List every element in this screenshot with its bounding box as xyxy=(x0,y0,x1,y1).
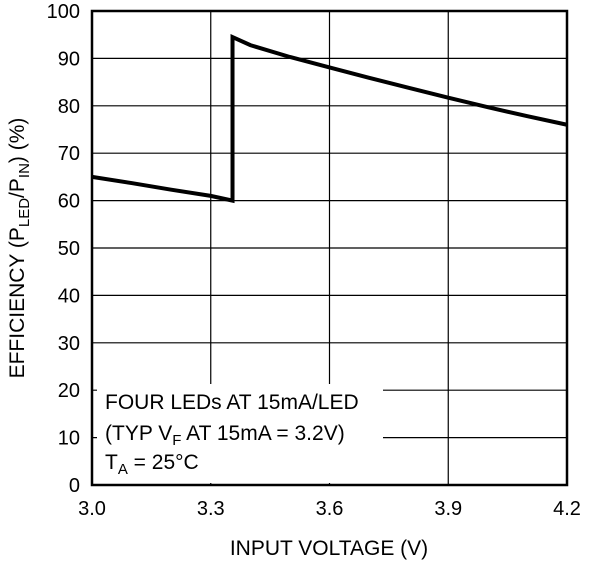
y-axis-label-subscript-2: IN xyxy=(16,163,33,178)
x-tick-label: 3.0 xyxy=(78,498,106,520)
annotation-line-1: FOUR LEDs AT 15mA/LED xyxy=(105,391,359,414)
y-axis-label-part-2: /P xyxy=(6,178,29,198)
x-tick-label: 3.3 xyxy=(197,498,225,520)
annotation-line-3: TA = 25°C xyxy=(105,451,199,478)
y-tick-label: 70 xyxy=(58,143,80,165)
y-tick-label: 60 xyxy=(58,191,80,213)
annotation-line-2-part-1: (TYP V xyxy=(105,422,172,445)
y-axis-label-part-3: ) (%) xyxy=(6,118,29,164)
annotation-line-3-part-2: = 25°C xyxy=(128,451,199,474)
annotation-line-3-part-1: T xyxy=(105,451,118,474)
plot-frame xyxy=(90,9,569,487)
y-tick-label: 10 xyxy=(58,428,80,450)
x-axis-label: INPUT VOLTAGE (V) xyxy=(230,537,428,560)
annotation-line-2: (TYP VF AT 15mA = 3.2V) xyxy=(105,422,345,449)
y-tick-label: 80 xyxy=(58,96,80,118)
x-tick-label: 4.2 xyxy=(553,498,581,520)
y-tick-label: 0 xyxy=(69,475,80,497)
annotation-line-3-subscript: A xyxy=(118,461,128,478)
annotation-box xyxy=(97,384,383,483)
y-tick-label: 30 xyxy=(58,333,80,355)
tick-labels: 3.0 3.3 3.6 3.9 4.2 0 10 20 30 40 50 60 70 80 90 100 xyxy=(47,1,581,520)
y-axis-label-subscript-1: LED xyxy=(16,198,33,227)
y-tick-label: 50 xyxy=(58,238,80,260)
y-axis-label-part-1: EFFICIENCY (P xyxy=(6,227,29,378)
x-tick-label: 3.6 xyxy=(316,498,344,520)
x-tick-label: 3.9 xyxy=(434,498,462,520)
y-tick-label: 20 xyxy=(58,380,80,402)
y-tick-label: 90 xyxy=(58,48,80,70)
efficiency-line xyxy=(91,33,568,204)
y-tick-label: 100 xyxy=(47,1,80,23)
y-tick-label: 40 xyxy=(58,285,80,307)
annotation-line-2-part-2: AT 15mA = 3.2V) xyxy=(181,422,344,445)
annotation-line-2-subscript: F xyxy=(172,432,181,449)
plot-area xyxy=(91,33,568,204)
y-axis-label: EFFICIENCY (PLED/PIN) (%) xyxy=(6,118,33,379)
